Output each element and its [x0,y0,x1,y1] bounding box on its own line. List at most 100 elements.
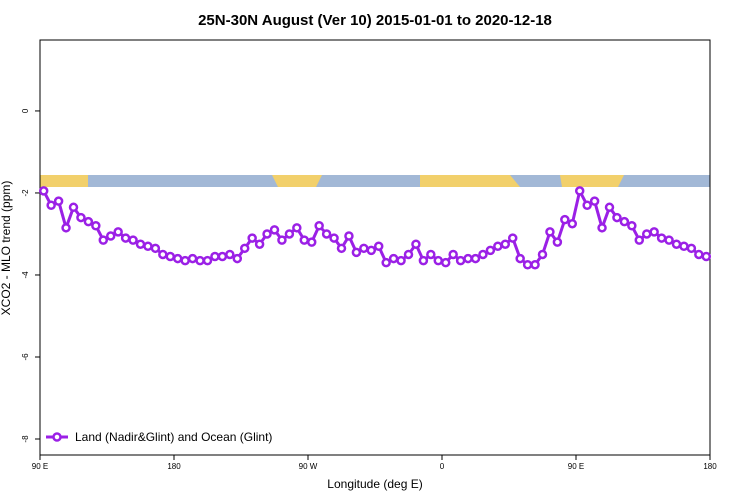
data-point [254,239,265,249]
plot-frame [39,39,711,456]
data-point [239,243,250,254]
data-point [567,218,578,229]
data-point [128,235,138,245]
data-point [634,235,645,245]
data-point [225,249,235,260]
data-point [522,259,533,270]
map-strip [40,175,710,187]
data-point [120,233,131,243]
data-point [649,227,659,237]
data-point [299,235,310,245]
data-point [113,227,123,237]
data-point [515,253,525,264]
x-axis-label: Longitude (deg E) [327,477,422,491]
data-point [83,216,94,227]
data-point [262,229,272,239]
data-point [172,253,183,264]
data-point [671,239,682,249]
x-tick-label: 0 [440,462,445,471]
data-point [232,253,243,264]
data-point [686,243,697,254]
y-tick-label: -4 [21,271,30,279]
legend-label: Land (Nadir&Glint) and Ocean (Glint) [75,430,272,444]
data-point [195,255,205,266]
data-point [545,227,555,237]
data-point [679,241,689,252]
data-point [641,229,652,239]
data-point [552,237,563,247]
data-point [158,249,168,260]
y-axis-label: XCO2 - MLO trend (ppm) [0,181,13,316]
data-point [76,212,86,223]
data-point [366,245,377,256]
data-point [381,257,391,268]
data-point [440,257,451,268]
data-point [321,229,332,239]
data-point [217,251,228,262]
series-line [42,186,707,267]
data-point [500,239,511,249]
data-point [150,243,161,254]
data-point [135,239,146,249]
data-point [292,223,302,233]
x-tick-label: 180 [703,462,717,471]
x-tick-label: 90 W [299,462,318,471]
data-point [284,229,295,239]
y-tick-label: -8 [21,435,30,443]
data-point [597,223,607,233]
data-point [202,255,213,266]
data-point [61,223,71,233]
data-point [537,249,548,260]
data-point [269,225,280,235]
data-point [46,200,56,211]
data-point [277,235,287,245]
data-point [470,253,481,264]
data-point [612,212,622,223]
data-point [664,235,674,245]
data-point [574,186,585,196]
data-point [105,231,116,241]
data-point [478,249,488,260]
data-point [455,255,466,266]
data-point [493,241,503,252]
data-point [210,251,220,262]
data-point [91,221,101,231]
legend-marker [52,432,62,442]
y-tick-label: 0 [21,108,30,113]
data-point [589,196,600,206]
data-point [656,233,667,243]
data-point [463,253,473,264]
data-point [351,247,362,258]
data-point [426,249,436,260]
data-point [507,233,518,243]
data-point [98,235,109,245]
data-point [411,239,421,249]
data-point [165,251,176,262]
data-point [485,245,496,256]
chart-title: 25N-30N August (Ver 10) 2015-01-01 to 20… [198,12,552,29]
data-point [336,243,347,254]
data-point [344,231,354,241]
data-point [306,237,317,247]
data-point [314,221,324,231]
data-point [143,241,153,252]
y-tick-label: -2 [21,189,30,197]
data-point [560,214,570,225]
data-point [38,186,49,196]
data-point [694,249,704,260]
data-point [388,253,399,264]
data-point [373,241,384,252]
data-point [448,249,458,260]
data-point [530,259,540,270]
data-point [604,202,615,213]
data-point [359,243,369,254]
data-point [180,255,190,266]
data-point [187,253,198,264]
data-point [701,251,712,262]
data-point [627,221,637,231]
data-point [619,216,630,227]
data-point [247,233,257,243]
data-point [418,255,429,266]
data-point [53,196,64,206]
